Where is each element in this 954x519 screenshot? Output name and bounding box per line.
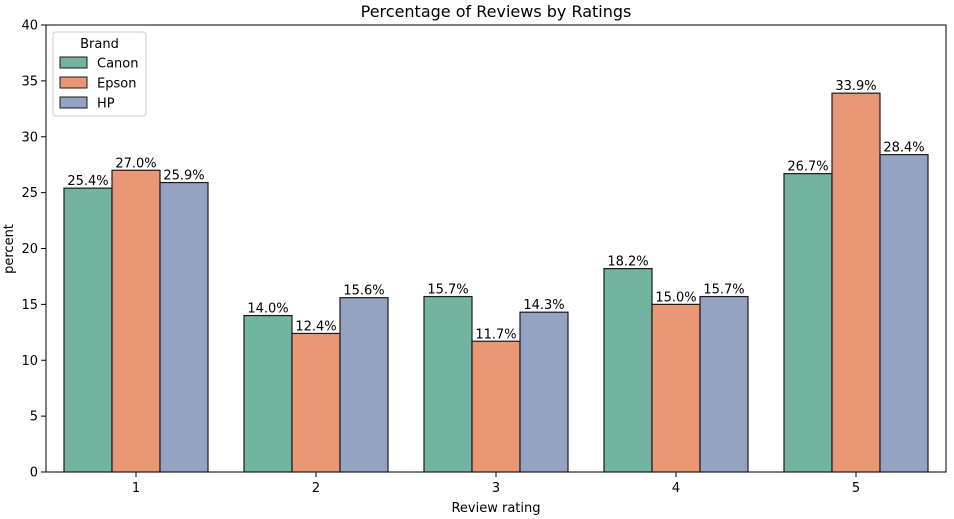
bar-label: 33.9% (835, 79, 876, 94)
bar-label: 15.7% (703, 283, 744, 298)
y-tick-label: 40 (21, 19, 38, 34)
x-tick-label: 4 (672, 481, 680, 496)
legend-box (52, 31, 147, 117)
y-tick-label: 30 (21, 130, 38, 145)
legend-label-hp: HP (97, 97, 115, 112)
bar-label: 27.0% (115, 156, 156, 171)
bar-canon (603, 268, 653, 473)
legend-swatch-hp (59, 96, 88, 109)
legend-label-canon: Canon (97, 57, 138, 72)
x-tick-label: 5 (852, 481, 860, 496)
chart-title: Percentage of Reviews by Ratings (361, 2, 632, 21)
bar-label: 15.0% (655, 290, 696, 305)
bar-label: 18.2% (607, 255, 648, 270)
bar-label: 28.4% (883, 141, 924, 156)
y-tick-label: 35 (21, 74, 38, 89)
bar-epson (291, 332, 341, 473)
bar-epson (111, 169, 161, 473)
legend-title: Brand (80, 37, 119, 52)
bar-epson (651, 303, 701, 473)
bar-label: 14.0% (247, 302, 288, 317)
bar-label: 25.9% (163, 169, 204, 184)
legend-label-epson: Epson (97, 77, 136, 92)
y-tick-label: 0 (30, 466, 38, 481)
bar-canon (243, 314, 293, 473)
bar-label: 15.6% (343, 284, 384, 299)
bar-canon (423, 295, 473, 473)
legend-swatch-epson (59, 76, 88, 89)
bar-hp (879, 154, 929, 473)
bar-hp (519, 311, 569, 473)
bar-canon (783, 173, 833, 473)
x-tick-label: 3 (492, 481, 500, 496)
bar-label: 14.3% (523, 298, 564, 313)
bar-epson (831, 92, 881, 473)
y-tick-label: 15 (21, 298, 38, 313)
plot-area: 0510152025303540125.4%27.0%25.9%214.0%12… (21, 19, 947, 496)
x-axis-label: Review rating (451, 501, 540, 516)
x-tick-label: 1 (132, 481, 140, 496)
legend: Brand Canon Epson HP (52, 31, 147, 117)
y-tick-label: 20 (21, 242, 38, 257)
y-tick-label: 5 (30, 410, 38, 425)
y-axis-label: percent (2, 224, 17, 274)
bar-label: 11.7% (475, 327, 516, 342)
bar-label: 12.4% (295, 319, 336, 334)
y-tick-label: 10 (21, 354, 38, 369)
bar-epson (471, 340, 521, 473)
bar-label: 25.4% (67, 174, 108, 189)
y-tick-label: 25 (21, 186, 38, 201)
bar-hp (339, 297, 389, 473)
bar-label: 26.7% (787, 160, 828, 175)
x-tick-label: 2 (312, 481, 320, 496)
bar-canon (63, 187, 113, 473)
legend-swatch-canon (59, 56, 88, 69)
bar-label: 15.7% (427, 283, 468, 298)
bar-hp (699, 295, 749, 473)
bar-hp (159, 181, 209, 473)
